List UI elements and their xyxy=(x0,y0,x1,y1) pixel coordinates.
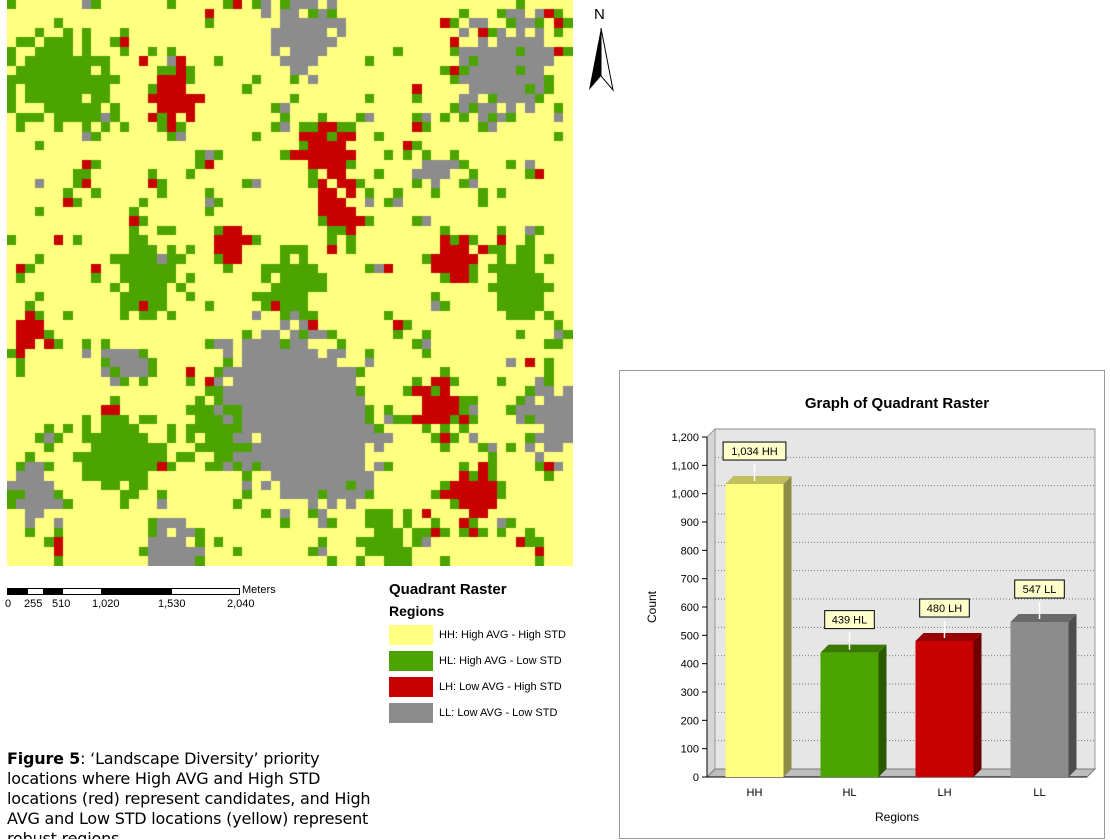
scale-bar: Meters 0 255 510 1,020 1,530 2,040 xyxy=(5,584,307,618)
legend-item: HL: High AVG - Low STD xyxy=(389,651,589,671)
y-tick-label: 900 xyxy=(681,517,699,529)
data-label: 439 HL xyxy=(832,615,867,627)
y-tick-label: 1,000 xyxy=(671,489,699,501)
data-label: 480 LH xyxy=(927,603,963,615)
scale-segment xyxy=(7,588,27,595)
scale-segment xyxy=(62,588,102,595)
bar xyxy=(820,652,879,777)
scale-units: Meters xyxy=(242,584,276,596)
map-legend: Quadrant Raster Regions HH: High AVG - H… xyxy=(389,581,589,729)
y-axis-label: Count xyxy=(645,590,659,623)
bar xyxy=(725,484,784,777)
legend-title: Quadrant Raster xyxy=(389,581,507,598)
data-label-box xyxy=(1014,579,1065,599)
x-axis-label: Regions xyxy=(875,810,919,824)
scale-tick-label: 1,020 xyxy=(92,598,120,610)
quadrant-chart: Graph of Quadrant Raster 0 100 200 300 400 500… xyxy=(619,370,1105,839)
bar-top xyxy=(725,476,792,485)
raster-grid xyxy=(7,0,573,566)
legend-swatch-lh xyxy=(389,677,433,697)
legend-swatch-hl xyxy=(389,651,433,671)
data-label-box xyxy=(722,441,787,461)
north-arrow-icon xyxy=(589,28,614,92)
x-tick-label: LL xyxy=(1033,787,1045,799)
bar xyxy=(1010,622,1069,777)
scale-segment xyxy=(102,588,171,595)
quadrant-raster-map xyxy=(7,0,573,566)
bar-side xyxy=(878,644,887,777)
bar xyxy=(915,641,974,777)
y-tick-label: 400 xyxy=(681,659,699,671)
x-tick-label: LH xyxy=(937,787,951,799)
y-tick-label: 100 xyxy=(681,744,699,756)
chart-title: Graph of Quadrant Raster xyxy=(805,395,989,412)
caption-text: : ‘Landscape Diversity’ priority locatio… xyxy=(7,749,371,839)
scale-tick-label: 0 xyxy=(5,598,12,610)
data-label: 547 LL xyxy=(1023,584,1057,596)
bar-top xyxy=(1010,614,1077,623)
legend-subtitle: Regions xyxy=(389,603,445,619)
y-tick-label: 1,200 xyxy=(671,432,699,444)
scale-segment xyxy=(44,588,62,595)
bar-side xyxy=(783,476,792,777)
y-tick-label: 500 xyxy=(681,630,699,642)
plot-left-wall xyxy=(706,427,716,779)
y-tick-label: 600 xyxy=(681,602,699,614)
scale-tick-label: 510 xyxy=(52,598,71,610)
y-tick-label: 0 xyxy=(693,772,699,784)
bar-top xyxy=(820,644,887,653)
data-label-box xyxy=(824,610,875,630)
north-label: N xyxy=(594,6,605,23)
legend-swatch-hh xyxy=(389,625,433,645)
x-tick-label: HL xyxy=(842,787,856,799)
y-tick-label: 1,100 xyxy=(671,460,699,472)
legend-label: HH: High AVG - High STD xyxy=(439,629,566,641)
figure-caption: Figure 5: ‘Landscape Diversity’ priority… xyxy=(7,749,392,839)
chart-svg: Graph of Quadrant Raster 0 100 200 300 400 500… xyxy=(645,395,1097,824)
data-label-box xyxy=(919,598,970,618)
bar-side xyxy=(1068,614,1077,777)
y-tick-label: 800 xyxy=(681,545,699,557)
legend-label: HL: High AVG - Low STD xyxy=(439,655,562,667)
bar-top xyxy=(915,633,982,641)
y-tick-label: 200 xyxy=(681,715,699,727)
scale-tick-label: 2,040 xyxy=(227,598,255,610)
legend-item: HH: High AVG - High STD xyxy=(389,625,589,645)
scale-segment xyxy=(171,588,240,595)
y-tick-label: 700 xyxy=(681,574,699,586)
x-tick-label: HH xyxy=(747,787,763,799)
scale-segment xyxy=(27,588,44,595)
data-label: 1,034 HH xyxy=(731,446,778,458)
legend-label: LH: Low AVG - High STD xyxy=(439,681,562,693)
bar-side xyxy=(973,633,982,777)
legend-label: LL: Low AVG - Low STD xyxy=(439,707,558,719)
figure-label: Figure 5 xyxy=(7,749,81,768)
legend-item: LH: Low AVG - High STD xyxy=(389,677,589,697)
legend-swatch-ll xyxy=(389,703,433,723)
y-tick-label: 300 xyxy=(681,687,699,699)
legend-item: LL: Low AVG - Low STD xyxy=(389,703,589,723)
north-arrow: N xyxy=(587,6,615,92)
scale-tick-label: 255 xyxy=(24,598,43,610)
scale-tick-label: 1,530 xyxy=(158,598,186,610)
